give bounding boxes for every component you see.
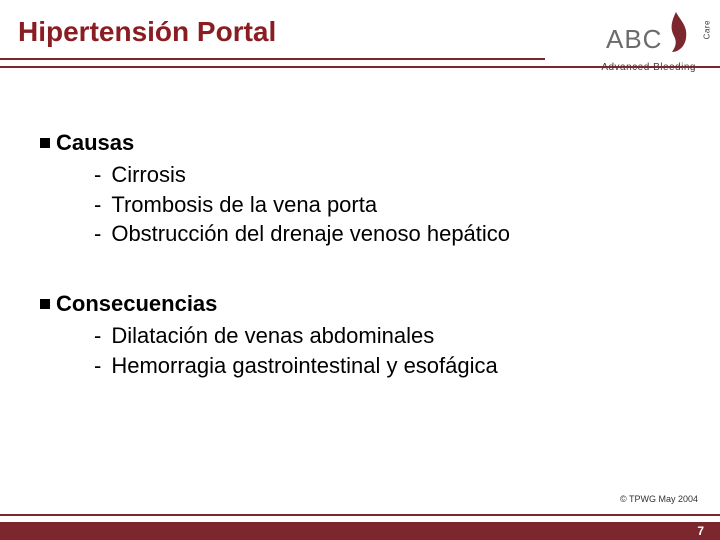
list-item-text: Dilatación de venas abdominales	[111, 321, 434, 351]
logo-care-text: Care	[702, 20, 711, 39]
logo-text: ABC	[606, 24, 662, 55]
list-item: -Cirrosis	[94, 160, 660, 190]
page-number: 7	[697, 524, 704, 538]
list-item-text: Trombosis de la vena porta	[111, 190, 377, 220]
slide-title: Hipertensión Portal	[18, 16, 276, 48]
section: Consecuencias -Dilatación de venas abdomi…	[40, 291, 660, 380]
dash-icon: -	[94, 160, 101, 190]
copyright-text: © TPWG May 2004	[620, 494, 698, 504]
bullet-square-icon	[40, 299, 50, 309]
section: Causas-Cirrosis-Trombosis de la vena por…	[40, 130, 660, 249]
dash-icon: -	[94, 351, 101, 381]
flame-icon	[662, 10, 692, 58]
section-heading-text: Consecuencias	[56, 291, 217, 317]
list-item: -Obstrucción del drenaje venoso hepático	[94, 219, 660, 249]
header-rule-top	[0, 58, 545, 60]
content-area: Causas-Cirrosis-Trombosis de la vena por…	[40, 130, 660, 422]
dash-icon: -	[94, 219, 101, 249]
list-item-text: Cirrosis	[111, 160, 186, 190]
header: Hipertensión Portal ABC Care Advanced Bl…	[0, 0, 720, 72]
header-rules	[0, 58, 720, 68]
list-item-text: Obstrucción del drenaje venoso hepático	[111, 219, 510, 249]
dash-icon: -	[94, 190, 101, 220]
dash-icon: -	[94, 321, 101, 351]
list-item: -Trombosis de la vena porta	[94, 190, 660, 220]
sub-list: -Dilatación de venas abdominales-Hemorra…	[94, 321, 660, 380]
slide: Hipertensión Portal ABC Care Advanced Bl…	[0, 0, 720, 540]
list-item-text: Hemorragia gastrointestinal y esofágica	[111, 351, 497, 381]
footer-block	[0, 522, 720, 540]
section-heading: Causas	[40, 130, 660, 156]
bullet-square-icon	[40, 138, 50, 148]
section-heading: Consecuencias	[40, 291, 660, 317]
header-rule-bottom	[0, 66, 720, 68]
sub-list: -Cirrosis-Trombosis de la vena porta-Obs…	[94, 160, 660, 249]
list-item: -Hemorragia gastrointestinal y esofágica	[94, 351, 660, 381]
list-item: -Dilatación de venas abdominales	[94, 321, 660, 351]
footer: 7	[0, 514, 720, 540]
section-heading-text: Causas	[56, 130, 134, 156]
